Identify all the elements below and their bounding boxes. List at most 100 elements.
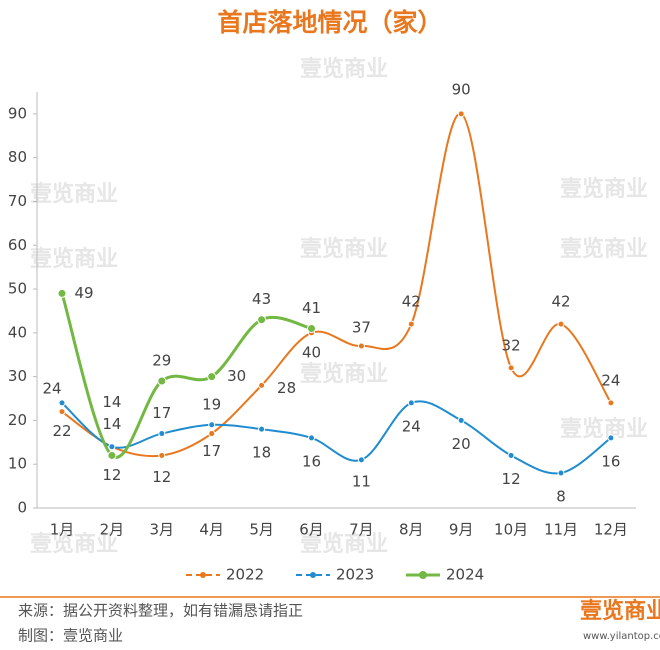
point [357, 342, 365, 350]
x-tick-label: 1月 [50, 521, 75, 539]
y-tick-label: 60 [8, 236, 27, 254]
y-tick-label: 20 [8, 411, 27, 429]
data-label: 20 [452, 435, 471, 453]
data-label: 90 [452, 80, 471, 98]
data-label: 29 [152, 352, 171, 370]
data-label: 12 [502, 470, 521, 488]
point [58, 399, 66, 407]
y-tick-label: 50 [8, 280, 27, 298]
x-tick-label: 4月 [199, 521, 224, 539]
watermark: 壹览商业 [30, 181, 118, 207]
point [357, 456, 365, 464]
data-label: 37 [352, 318, 371, 336]
point [407, 320, 415, 328]
x-tick-label: 6月 [299, 521, 324, 539]
legend-marker [419, 571, 427, 579]
x-tick-label: 7月 [349, 521, 374, 539]
data-label: 16 [601, 452, 620, 470]
point [258, 381, 266, 389]
data-label: 11 [352, 472, 371, 490]
x-tick-label: 5月 [249, 521, 274, 539]
watermark: 壹览商业 [30, 246, 118, 272]
watermark: 壹览商业 [30, 531, 118, 557]
point [308, 434, 315, 442]
data-label: 17 [202, 442, 221, 460]
x-tick-label: 8月 [399, 521, 424, 539]
y-tick-label: 80 [8, 148, 27, 166]
series-line [61, 112, 612, 458]
data-label: 14 [102, 415, 121, 433]
data-label: 30 [227, 367, 246, 385]
data-label: 24 [42, 379, 61, 397]
point [258, 425, 266, 433]
point [557, 469, 565, 477]
watermark: 壹览商业 [300, 531, 388, 557]
y-tick-label: 0 [17, 499, 27, 517]
chart-title: 首店落地情况（家） [217, 8, 442, 37]
data-label: 49 [74, 284, 93, 302]
data-label: 43 [252, 290, 271, 308]
x-tick-label: 9月 [449, 521, 474, 539]
point [108, 443, 116, 451]
point [57, 288, 67, 298]
point [207, 372, 217, 382]
watermark: 壹览商业 [300, 236, 388, 262]
logo: 壹览商业 [580, 598, 660, 624]
point [208, 430, 216, 438]
data-label: 14 [102, 393, 121, 411]
point [457, 110, 465, 118]
watermark: 壹览商业 [560, 416, 648, 442]
maker-note: 制图：壹览商业 [18, 627, 123, 645]
point [607, 399, 615, 407]
watermark: 壹览商业 [560, 176, 648, 202]
point [107, 450, 117, 460]
series-line [60, 292, 312, 459]
data-label: 42 [551, 293, 570, 311]
data-label: 19 [202, 395, 221, 413]
source-note: 来源：据公开资料整理，如有错漏恳请指正 [18, 602, 303, 620]
point [407, 399, 415, 407]
x-tick-label: 12月 [594, 521, 628, 539]
data-label: 28 [277, 379, 296, 397]
point [557, 320, 565, 328]
point [208, 421, 216, 429]
data-label: 32 [502, 336, 521, 354]
data-label: 22 [52, 422, 71, 440]
legend-label: 2024 [446, 566, 484, 584]
data-label: 16 [302, 452, 321, 470]
x-tick-label: 3月 [150, 521, 175, 539]
y-tick-label: 10 [8, 455, 27, 473]
data-label: 12 [102, 466, 121, 484]
data-label: 17 [152, 404, 171, 422]
point [158, 430, 166, 438]
point [158, 451, 166, 459]
point [157, 376, 167, 386]
data-label: 41 [302, 299, 321, 317]
point [257, 315, 267, 325]
data-label: 8 [556, 487, 566, 505]
legend-label: 2023 [336, 566, 374, 584]
point [607, 434, 615, 442]
watermark: 壹览商业 [560, 236, 648, 262]
x-tick-label: 11月 [544, 521, 578, 539]
y-tick-label: 40 [8, 323, 27, 341]
data-label: 24 [601, 371, 620, 389]
legend-marker [200, 572, 206, 578]
point [58, 408, 66, 416]
x-tick-label: 2月 [100, 521, 125, 539]
y-tick-label: 70 [8, 192, 27, 210]
data-label: 12 [152, 468, 171, 486]
y-tick-label: 90 [8, 104, 27, 122]
point [457, 416, 465, 424]
site: www.yilantop.com [583, 631, 660, 642]
point [307, 323, 316, 333]
watermark: 壹览商业 [300, 361, 388, 387]
y-tick-label: 30 [8, 367, 27, 385]
legend-label: 2022 [226, 566, 264, 584]
legend-marker [310, 572, 316, 578]
x-tick-label: 10月 [494, 521, 528, 539]
data-label: 18 [252, 444, 271, 462]
data-label: 40 [302, 343, 321, 361]
point [507, 364, 515, 372]
